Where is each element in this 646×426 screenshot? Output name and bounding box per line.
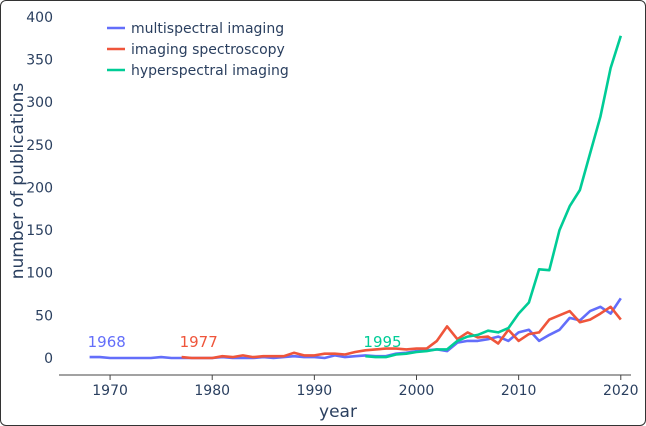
y-tick-label: 50	[35, 308, 53, 324]
x-tick-label: 2000	[399, 383, 435, 399]
axes: 1970 1980 1990 2000 2010 2020 0 50 100 150 200 250 3…	[26, 10, 638, 399]
y-tick-label: 150	[26, 223, 53, 239]
annotations: 1968 1977 1995	[88, 333, 402, 351]
x-axis-title: year	[319, 402, 357, 422]
annotation-label: 1995	[363, 333, 401, 351]
y-tick-label: 300	[26, 95, 53, 111]
legend-label: imaging spectroscopy	[131, 42, 285, 58]
series-line-hyperspectral-imaging	[365, 35, 623, 359]
x-tick-label: 2010	[501, 383, 537, 399]
y-tick-label: 200	[26, 180, 53, 196]
annotation-label: 1977	[180, 333, 218, 351]
legend: multispectral imaging imaging spectroscop…	[107, 21, 289, 79]
series-line-imaging-spectroscopy	[181, 305, 622, 360]
y-tick-label: 350	[26, 53, 53, 69]
y-tick-label: 0	[44, 351, 53, 367]
y-tick-label: 400	[26, 10, 53, 26]
annotation-label: 1968	[88, 333, 126, 351]
legend-label: hyperspectral imaging	[131, 63, 289, 79]
y-axis-title: number of publications	[8, 83, 28, 280]
series-lines	[89, 35, 623, 360]
x-tick-label: 1990	[297, 383, 333, 399]
x-tick-label: 1970	[92, 383, 128, 399]
y-tick-label: 250	[26, 138, 53, 154]
x-tick-label: 2020	[603, 383, 639, 399]
legend-label: multispectral imaging	[131, 21, 284, 37]
y-tick-label: 100	[26, 266, 53, 282]
x-tick-label: 1980	[194, 383, 230, 399]
